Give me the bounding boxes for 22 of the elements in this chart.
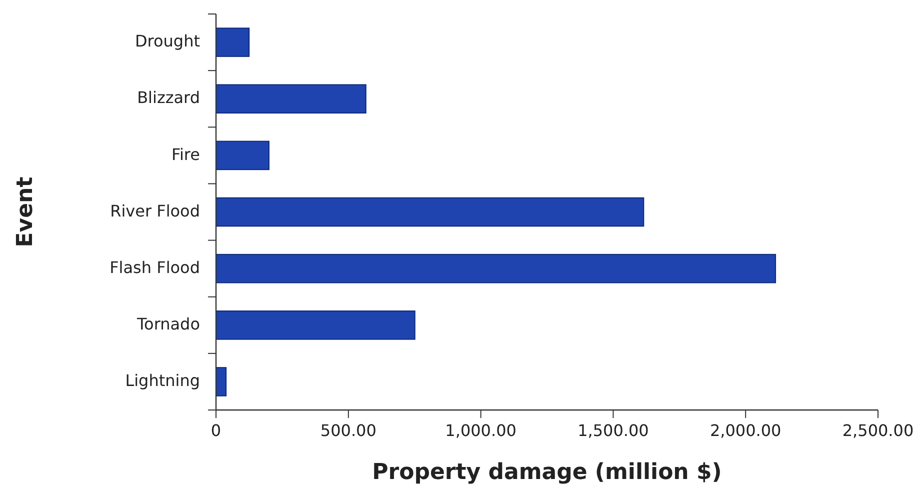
bar bbox=[216, 310, 416, 340]
y-axis-title: Event bbox=[13, 176, 38, 248]
x-tick-label: 1,500.00 bbox=[578, 421, 649, 440]
y-tick-label: Tornado bbox=[136, 314, 200, 334]
bar bbox=[216, 84, 366, 114]
bar bbox=[216, 367, 227, 396]
y-tick-label: Lightning bbox=[125, 371, 200, 390]
y-tick-label: River Flood bbox=[110, 201, 200, 220]
bar bbox=[216, 140, 270, 170]
x-tick-label: 0 bbox=[210, 421, 222, 440]
x-tick-label: 1,000.00 bbox=[445, 421, 516, 440]
x-tick-label: 2,500.00 bbox=[842, 421, 914, 440]
x-tick-label: 2,000.00 bbox=[710, 421, 782, 440]
y-tick-label: Flash Flood bbox=[110, 258, 200, 277]
y-tick-label: Blizzard bbox=[137, 88, 200, 108]
bar bbox=[216, 197, 644, 227]
x-tick-label: 500.00 bbox=[320, 421, 376, 440]
bar bbox=[216, 28, 250, 57]
x-axis-title: Property damage (million $) bbox=[372, 460, 722, 485]
bar bbox=[216, 254, 776, 284]
y-tick-label: Fire bbox=[171, 144, 200, 164]
y-tick-label: Drought bbox=[134, 32, 200, 51]
